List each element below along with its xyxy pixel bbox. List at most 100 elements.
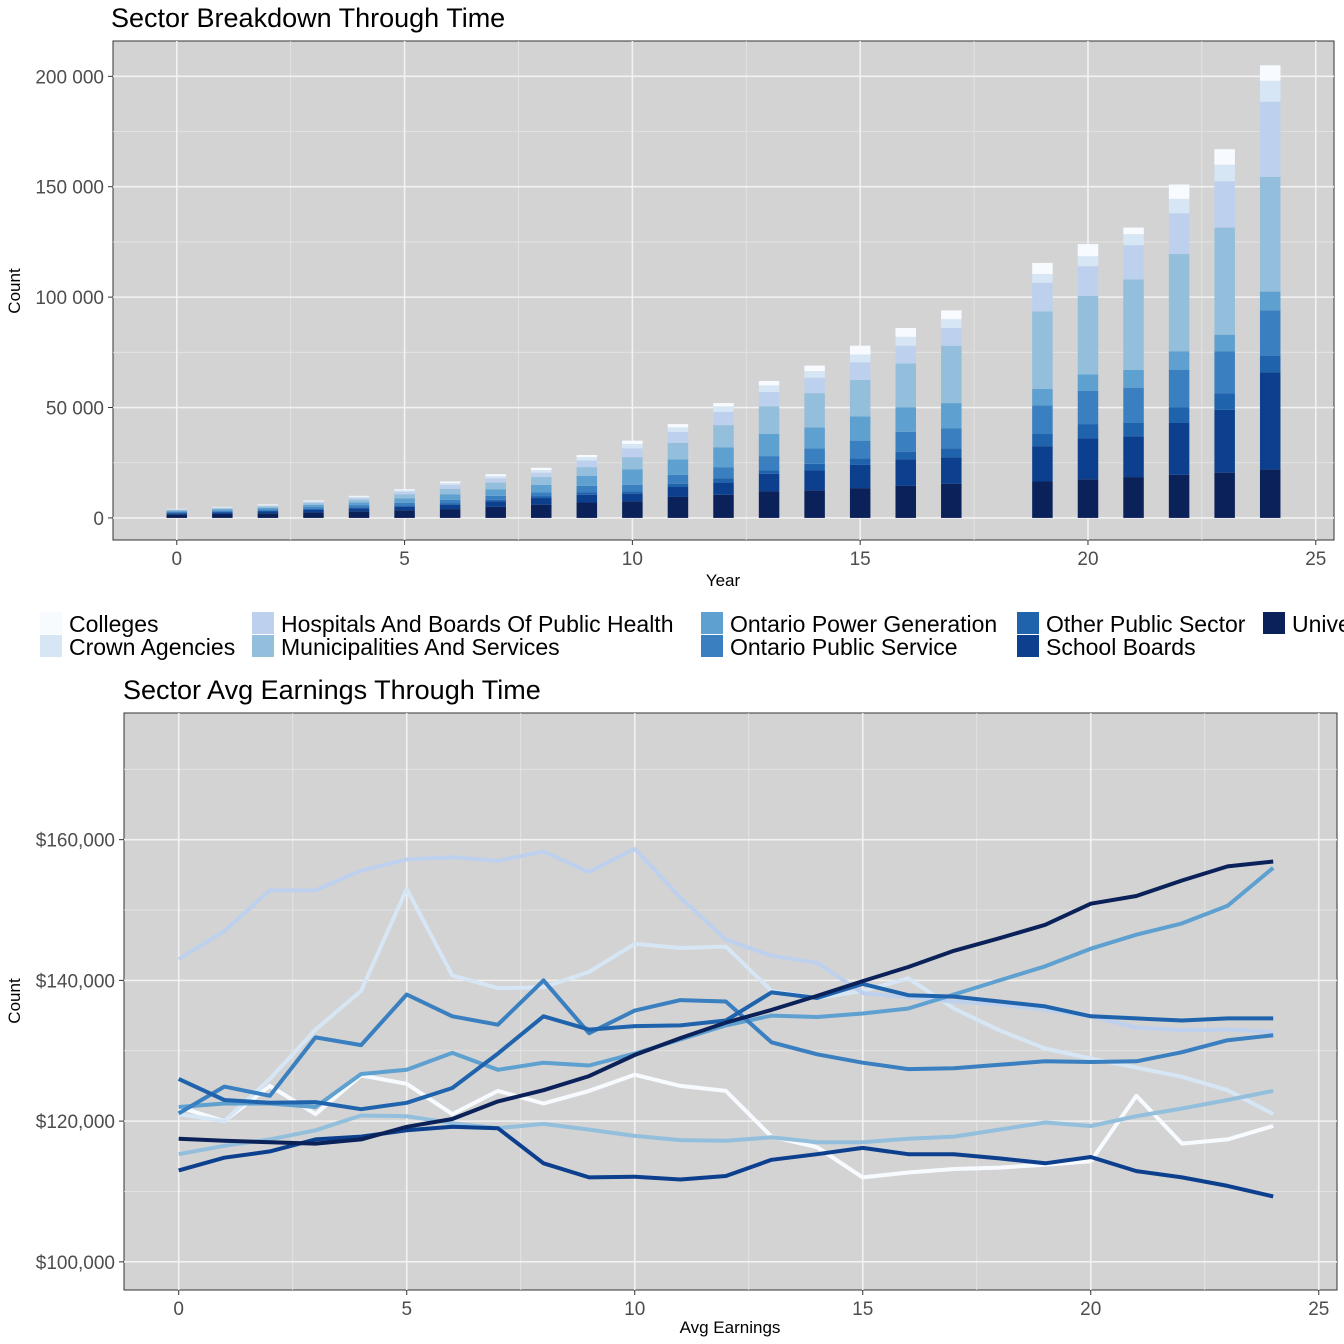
bar-segment bbox=[576, 467, 598, 476]
bar-segment bbox=[1168, 184, 1190, 199]
bar-segment bbox=[849, 464, 871, 489]
bar-segment bbox=[303, 502, 324, 504]
bar-y-tick-label: 0 bbox=[93, 509, 104, 530]
bar-segment bbox=[713, 478, 734, 483]
bar-segment bbox=[895, 345, 916, 364]
bar-segment bbox=[849, 354, 871, 363]
bar-segment bbox=[394, 502, 415, 506]
bar-segment bbox=[394, 498, 415, 503]
bar-segment bbox=[1077, 266, 1099, 297]
bar-segment bbox=[758, 406, 780, 435]
bar-segment bbox=[1123, 422, 1144, 437]
bar-segment bbox=[758, 385, 780, 393]
line-x-tick-label: 25 bbox=[1308, 1299, 1329, 1320]
bar-segment bbox=[1168, 407, 1190, 423]
bar-segment bbox=[941, 457, 962, 484]
bar-segment bbox=[713, 482, 734, 495]
bar-segment bbox=[1123, 279, 1144, 370]
bar-segment bbox=[257, 510, 279, 512]
bar-segment bbox=[348, 508, 370, 512]
bar-segment bbox=[713, 411, 734, 426]
bar-segment bbox=[348, 502, 370, 506]
bar-segment bbox=[531, 477, 552, 485]
bar-segment bbox=[394, 510, 415, 518]
bar-segment bbox=[576, 460, 598, 468]
bar-segment bbox=[713, 467, 734, 479]
bar-segment bbox=[1032, 273, 1053, 283]
bar-segment bbox=[212, 510, 233, 512]
bar-segment bbox=[1168, 369, 1190, 408]
legend-key bbox=[1017, 612, 1039, 634]
bar-segment bbox=[622, 440, 643, 444]
bar-segment bbox=[1259, 291, 1281, 311]
bar-segment bbox=[257, 505, 279, 507]
bar-segment bbox=[439, 503, 461, 505]
bar-segment bbox=[1259, 310, 1281, 356]
bar-x-tick-label: 10 bbox=[622, 549, 643, 570]
bar-segment bbox=[941, 310, 962, 320]
bar-segment bbox=[1214, 149, 1235, 165]
legend-label: School Boards bbox=[1046, 634, 1196, 660]
bar-segment bbox=[348, 507, 370, 509]
bar-segment bbox=[1032, 311, 1053, 389]
series-line bbox=[178, 859, 1274, 1146]
bar-segment bbox=[804, 470, 825, 491]
bar-segment bbox=[622, 491, 643, 494]
bar-segment bbox=[439, 509, 461, 518]
bar-segment bbox=[257, 504, 279, 506]
bar-y-axis-title: Count bbox=[5, 268, 24, 314]
bar-segment bbox=[804, 448, 825, 464]
bar-segment bbox=[212, 513, 233, 518]
bar-segment bbox=[804, 371, 825, 378]
bar-segment bbox=[849, 362, 871, 380]
bar-segment bbox=[1259, 355, 1281, 373]
bar-segment bbox=[166, 511, 188, 513]
bar-segment bbox=[576, 502, 598, 518]
bar-segment bbox=[849, 416, 871, 441]
bar-segment bbox=[531, 472, 552, 478]
bar-segment bbox=[1123, 245, 1144, 280]
bar-segment bbox=[485, 506, 506, 518]
bar-segment bbox=[1032, 282, 1053, 312]
bar-segment bbox=[1168, 213, 1190, 255]
bar-segment bbox=[622, 457, 643, 470]
bar-x-axis: 0 5 10 15 20 25 bbox=[171, 540, 1326, 570]
bar-segment bbox=[758, 456, 780, 471]
bar-segment bbox=[1032, 262, 1053, 274]
bar-segment bbox=[713, 425, 734, 448]
bar-segment bbox=[1168, 351, 1190, 370]
bar-segment bbox=[576, 485, 598, 493]
bar-segment bbox=[804, 377, 825, 394]
bar-segment bbox=[531, 467, 552, 471]
line-y-tick-label: $160,000 bbox=[36, 831, 115, 852]
line-plot-panel bbox=[123, 712, 1338, 1291]
bar-segment bbox=[1168, 474, 1190, 518]
bar-segment bbox=[485, 499, 506, 502]
bar-segment bbox=[1168, 422, 1190, 475]
line-y-tick-label: $120,000 bbox=[36, 1112, 115, 1133]
bar-segment bbox=[303, 503, 324, 505]
bar-segment bbox=[941, 428, 962, 449]
bar-segment bbox=[667, 427, 689, 432]
bar-segment bbox=[1214, 181, 1235, 228]
bar-segment bbox=[531, 496, 552, 499]
line-x-axis: 0 5 10 15 20 25 bbox=[173, 1290, 1329, 1320]
bar-segment bbox=[1032, 405, 1053, 435]
bar-segment bbox=[1214, 164, 1235, 182]
bar-segment bbox=[1214, 334, 1235, 352]
line-x-tick-label: 20 bbox=[1080, 1299, 1101, 1320]
bar-segment bbox=[758, 491, 780, 518]
bar-segment bbox=[1168, 198, 1190, 214]
bar-segment bbox=[1123, 436, 1144, 478]
bar-segment bbox=[303, 504, 324, 508]
bar-segment bbox=[713, 447, 734, 468]
line-y-tick-label: $100,000 bbox=[36, 1253, 115, 1274]
bar-x-tick-label: 15 bbox=[850, 549, 871, 570]
bar-segment bbox=[257, 511, 279, 514]
bar-segment bbox=[439, 483, 461, 485]
legend-key bbox=[1017, 635, 1039, 657]
bar-segment bbox=[1077, 438, 1099, 480]
line-chart: Sector Avg Earnings Through Time 0 5 10 15 2… bbox=[5, 675, 1338, 1337]
bar-segment bbox=[394, 506, 415, 511]
